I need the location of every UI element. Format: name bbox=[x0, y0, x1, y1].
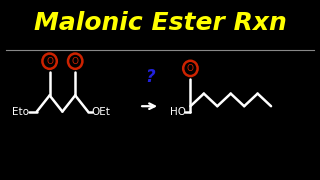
Text: Eto: Eto bbox=[12, 107, 29, 117]
Text: HO: HO bbox=[170, 107, 186, 117]
Text: Malonic Ester Rxn: Malonic Ester Rxn bbox=[34, 11, 286, 35]
Text: OEt: OEt bbox=[92, 107, 110, 117]
Text: ?: ? bbox=[145, 68, 155, 86]
Text: O: O bbox=[72, 57, 79, 66]
Text: O: O bbox=[187, 64, 194, 73]
Text: O: O bbox=[46, 57, 53, 66]
